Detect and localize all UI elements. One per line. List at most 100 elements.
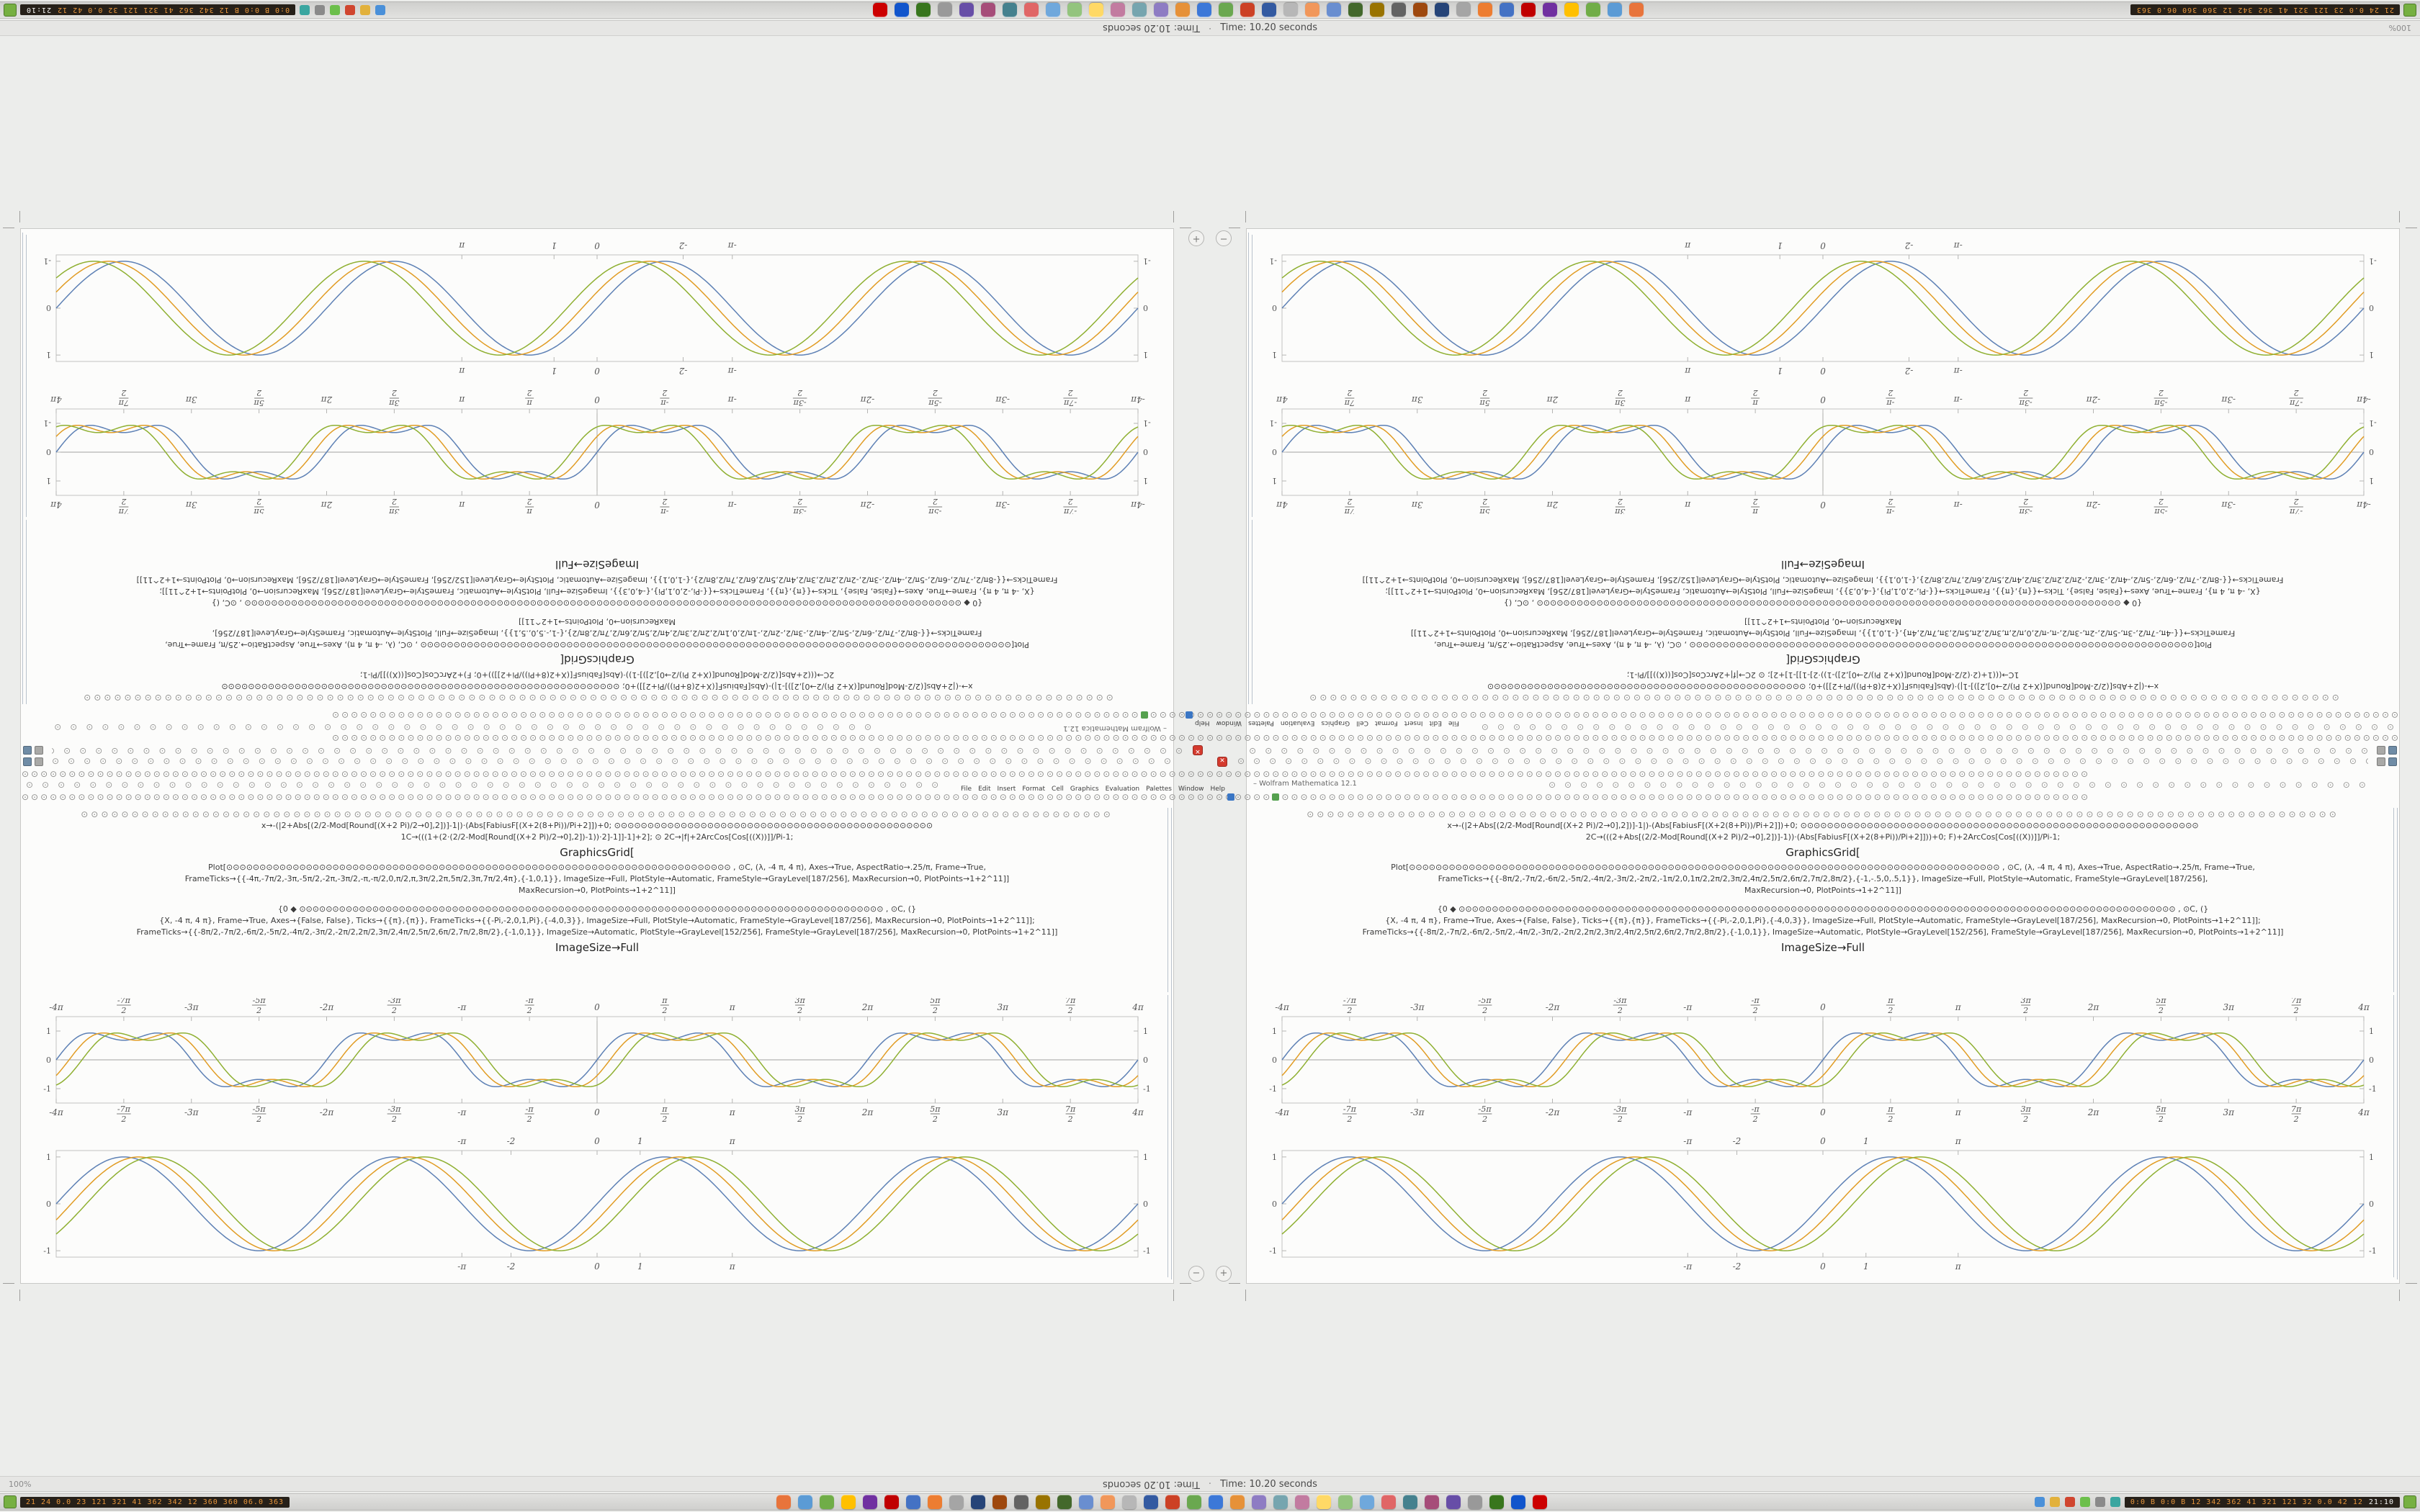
code-cells[interactable]: ⊙⊙⊙⊙⊙⊙⊙⊙⊙⊙⊙⊙⊙⊙⊙⊙⊙⊙⊙⊙⊙⊙⊙⊙⊙⊙⊙⊙⊙⊙⊙⊙⊙⊙⊙⊙⊙⊙⊙⊙…	[1270, 521, 2375, 703]
taskbar-app-icon[interactable]	[1165, 1495, 1180, 1509]
tray-icon[interactable]	[375, 5, 386, 15]
taskbar-app-icon[interactable]	[1477, 3, 1492, 17]
cell-bracket[interactable]	[1171, 808, 1172, 1279]
toolbar-button-row[interactable]: ⊙⊙⊙⊙⊙⊙⊙⊙⊙⊙⊙⊙⊙⊙⊙⊙⊙⊙⊙⊙⊙⊙⊙⊙⊙⊙⊙⊙⊙⊙⊙⊙⊙⊙⊙⊙⊙⊙⊙⊙…	[22, 792, 2091, 802]
toolbar-button-row[interactable]: ⊙⊙⊙⊙⊙⊙⊙⊙⊙⊙⊙⊙⊙⊙⊙⊙⊙⊙⊙⊙⊙⊙⊙⊙⊙⊙⊙⊙⊙⊙⊙⊙⊙⊙⊙⊙⊙⊙⊙⊙…	[45, 722, 871, 732]
toolbar-button-row[interactable]: ⊙⊙⊙⊙⊙⊙⊙⊙⊙⊙⊙⊙⊙⊙⊙⊙⊙⊙⊙⊙⊙⊙⊙⊙⊙⊙⊙⊙⊙⊙⊙⊙⊙⊙⊙⊙⊙⊙⊙⊙…	[1245, 746, 2368, 756]
taskbar-app-icon[interactable]	[1533, 1495, 1548, 1509]
taskbar-app-icon[interactable]	[1520, 3, 1536, 17]
menu-item-palettes[interactable]: Palettes	[1146, 786, 1172, 793]
taskbar-app-icon[interactable]	[872, 3, 887, 17]
code-cells[interactable]: ⊙⊙⊙⊙⊙⊙⊙⊙⊙⊙⊙⊙⊙⊙⊙⊙⊙⊙⊙⊙⊙⊙⊙⊙⊙⊙⊙⊙⊙⊙⊙⊙⊙⊙⊙⊙⊙⊙⊙⊙…	[45, 521, 1150, 703]
menu-item-format[interactable]: Format	[1022, 786, 1046, 793]
page-nav-up-button[interactable]: −	[1216, 230, 1232, 246]
taskbar-app-icon[interactable]	[1218, 3, 1233, 17]
menu-item-evaluation[interactable]: Evaluation	[1105, 786, 1140, 793]
taskbar-app-icon[interactable]	[841, 1495, 856, 1509]
taskbar-app-icon[interactable]	[1230, 1495, 1245, 1509]
cell-bracket[interactable]	[22, 233, 23, 704]
cell-bracket[interactable]	[26, 235, 27, 517]
taskbar-app-icon[interactable]	[1434, 3, 1449, 17]
tray-icon[interactable]	[330, 5, 341, 15]
toolbar-button-row[interactable]: ⊙⊙⊙⊙⊙⊙⊙⊙⊙⊙⊙⊙⊙⊙⊙⊙⊙⊙⊙⊙⊙⊙⊙⊙⊙⊙⊙⊙⊙⊙⊙⊙⊙⊙⊙⊙⊙⊙⊙⊙…	[329, 733, 2398, 743]
menu-item-help[interactable]: Help	[1210, 786, 1226, 793]
taskbar-app-icon[interactable]	[1057, 1495, 1072, 1509]
taskbar-app-icon[interactable]	[1468, 1495, 1483, 1509]
menu-item-cell[interactable]: Cell	[1052, 786, 1064, 793]
taskbar-app-icon[interactable]	[1425, 1495, 1440, 1509]
taskbar-app-icon[interactable]	[1036, 1495, 1051, 1509]
taskbar-app-icon[interactable]	[1261, 3, 1276, 17]
tray-icon[interactable]	[2064, 1497, 2075, 1507]
taskbar-app-icon[interactable]	[1045, 3, 1060, 17]
menu-item-insert[interactable]: Insert	[1404, 719, 1423, 726]
tray-icon[interactable]	[300, 5, 310, 15]
taskbar-app-icon[interactable]	[1122, 1495, 1137, 1509]
menu-item-palettes[interactable]: Palettes	[1248, 719, 1274, 726]
close-button[interactable]: ✕	[1193, 745, 1203, 755]
toolbar-button-row[interactable]: ⊙⊙⊙⊙⊙⊙⊙⊙⊙⊙⊙⊙⊙⊙⊙⊙⊙⊙⊙⊙⊙⊙⊙⊙⊙⊙⊙⊙⊙⊙⊙⊙⊙⊙⊙⊙⊙⊙⊙⊙…	[329, 710, 2398, 720]
menu-item-file[interactable]: File	[961, 786, 972, 793]
taskbar-app-icon[interactable]	[1067, 3, 1082, 17]
taskbar-app-icon[interactable]	[992, 1495, 1008, 1509]
window-control-icon[interactable]	[23, 757, 32, 766]
taskbar-app-icon[interactable]	[928, 1495, 943, 1509]
menu-item-window[interactable]: Window	[1216, 719, 1242, 726]
page-nav-down-button[interactable]: +	[1216, 1266, 1232, 1282]
toolbar-button-row[interactable]: ⊙⊙⊙⊙⊙⊙⊙⊙⊙⊙⊙⊙⊙⊙⊙⊙⊙⊙⊙⊙⊙⊙⊙⊙⊙⊙⊙⊙⊙⊙⊙⊙⊙⊙⊙⊙⊙⊙⊙⊙…	[1549, 780, 2375, 790]
taskbar-app-icon[interactable]	[798, 1495, 813, 1509]
tray-icon[interactable]	[2049, 1497, 2060, 1507]
taskbar-app-icon[interactable]	[1511, 1495, 1526, 1509]
show-desktop-button[interactable]	[2403, 4, 2416, 17]
menu-item-cell[interactable]: Cell	[1356, 719, 1368, 726]
taskbar-app-icon[interactable]	[971, 1495, 986, 1509]
zoom-level[interactable]: 100%	[2388, 23, 2411, 33]
taskbar-app-icon[interactable]	[820, 1495, 835, 1509]
menu-item-graphics[interactable]: Graphics	[1321, 719, 1350, 726]
taskbar-app-icon[interactable]	[894, 3, 909, 17]
taskbar-app-icon[interactable]	[1304, 3, 1319, 17]
show-desktop-button[interactable]	[2403, 1495, 2416, 1508]
cell-bracket[interactable]	[2393, 995, 2394, 1277]
menu-item-help[interactable]: Help	[1194, 719, 1210, 726]
tray-icon[interactable]	[2034, 1497, 2045, 1507]
tray-icon[interactable]	[2110, 1497, 2120, 1507]
taskbar-app-icon[interactable]	[1403, 1495, 1418, 1509]
taskbar-app-icon[interactable]	[1283, 3, 1298, 17]
taskbar-app-icon[interactable]	[906, 1495, 921, 1509]
window-control-icon[interactable]	[23, 746, 32, 755]
taskbar-app-icon[interactable]	[1088, 3, 1103, 17]
menu-item-format[interactable]: Format	[1374, 719, 1398, 726]
cell-bracket[interactable]	[1248, 233, 1249, 704]
taskbar-app-icon[interactable]	[1153, 3, 1168, 17]
taskbar-app-icon[interactable]	[1585, 3, 1600, 17]
taskbar-app-icon[interactable]	[1240, 3, 1255, 17]
taskbar-app-icon[interactable]	[1131, 3, 1147, 17]
toolbar-button-row[interactable]: ⊙⊙⊙⊙⊙⊙⊙⊙⊙⊙⊙⊙⊙⊙⊙⊙⊙⊙⊙⊙⊙⊙⊙⊙⊙⊙⊙⊙⊙⊙⊙⊙⊙⊙⊙⊙⊙⊙⊙⊙…	[52, 746, 1183, 756]
taskbar-app-icon[interactable]	[1564, 3, 1579, 17]
toolbar-accent-icon[interactable]	[1141, 711, 1148, 719]
taskbar-app-icon[interactable]	[1338, 1495, 1353, 1509]
taskbar-app-icon[interactable]	[949, 1495, 964, 1509]
toolbar-button-row[interactable]: ⊙⊙⊙⊙⊙⊙⊙⊙⊙⊙⊙⊙⊙⊙⊙⊙⊙⊙⊙⊙⊙⊙⊙⊙⊙⊙⊙⊙⊙⊙⊙⊙⊙⊙⊙⊙⊙⊙⊙⊙…	[1237, 756, 2368, 766]
menu-item-edit[interactable]: Edit	[978, 786, 991, 793]
taskbar-app-icon[interactable]	[1369, 3, 1384, 17]
toolbar-accent-icon[interactable]	[1186, 711, 1193, 719]
taskbar-app-icon[interactable]	[1381, 1495, 1397, 1509]
tray-icon[interactable]	[2094, 1497, 2105, 1507]
cell-bracket[interactable]	[2397, 808, 2398, 1279]
taskbar-app-icon[interactable]	[1079, 1495, 1094, 1509]
taskbar-app-icon[interactable]	[1144, 1495, 1159, 1509]
toolbar-button-row[interactable]: ⊙⊙⊙⊙⊙⊙⊙⊙⊙⊙⊙⊙⊙⊙⊙⊙⊙⊙⊙⊙⊙⊙⊙⊙⊙⊙⊙⊙⊙⊙⊙⊙⊙⊙⊙⊙⊙⊙⊙⊙…	[52, 756, 1175, 766]
taskbar-app-icon[interactable]	[1002, 3, 1017, 17]
taskbar-app-icon[interactable]	[1628, 3, 1644, 17]
toolbar-button-row[interactable]: ⊙⊙⊙⊙⊙⊙⊙⊙⊙⊙⊙⊙⊙⊙⊙⊙⊙⊙⊙⊙⊙⊙⊙⊙⊙⊙⊙⊙⊙⊙⊙⊙⊙⊙⊙⊙⊙⊙⊙⊙…	[22, 769, 2091, 779]
taskbar-app-icon[interactable]	[1317, 1495, 1332, 1509]
zoom-level[interactable]: 100%	[9, 1479, 32, 1489]
window-control-icon[interactable]	[35, 746, 43, 755]
toolbar-button-row[interactable]: ⊙⊙⊙⊙⊙⊙⊙⊙⊙⊙⊙⊙⊙⊙⊙⊙⊙⊙⊙⊙⊙⊙⊙⊙⊙⊙⊙⊙⊙⊙⊙⊙⊙⊙⊙⊙⊙⊙⊙⊙…	[1472, 722, 2394, 732]
taskbar-app-icon[interactable]	[980, 3, 995, 17]
menu-item-graphics[interactable]: Graphics	[1070, 786, 1099, 793]
taskbar-app-icon[interactable]	[1360, 1495, 1375, 1509]
menu-item-evaluation[interactable]: Evaluation	[1280, 719, 1315, 726]
